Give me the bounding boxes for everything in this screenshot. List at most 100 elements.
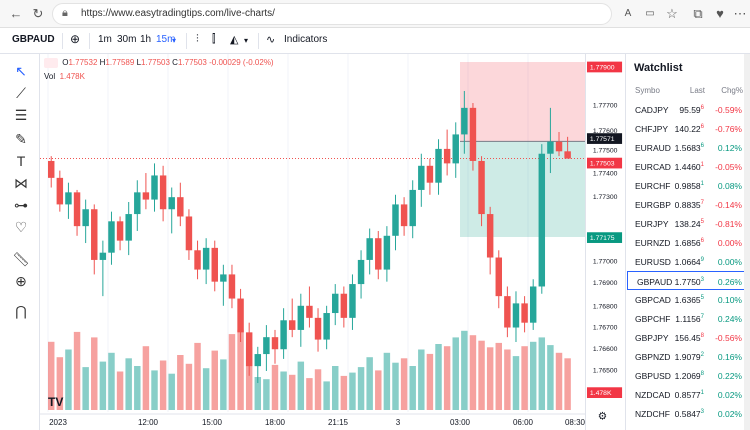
header-symbol[interactable]: Symbo [635,86,660,95]
price-chart[interactable]: 2023 12:00 15:00 18:00 21:15 3 03:00 06:00 08:30… [40,54,585,430]
volume-bar [116,371,124,410]
row-last: 1.90792 [674,352,704,362]
text-icon[interactable]: T [16,153,26,169]
watchlist-row[interactable]: GBPJPY 156.458 -0.56% [626,328,748,347]
watchlist-row[interactable]: GBPNZD 1.90792 0.16% [626,347,748,366]
row-symbol: GBPCAD [635,295,671,305]
fib-retracement-icon[interactable]: ☰ [14,107,28,123]
watchlist-row[interactable]: GBPUSD 1.20698 0.22% [626,366,748,385]
volume-bar [99,361,107,410]
interval-15m[interactable]: 15m [156,34,176,45]
watchlist-row[interactable]: GBPCAD 1.63655 0.10% [626,290,748,309]
brush-icon[interactable]: ✎ [15,131,27,147]
volume-bar [512,356,520,410]
price-tag-label: 1.478K [590,390,612,397]
indicators-icon[interactable]: ∿ [266,34,276,46]
watchlist-row[interactable]: GBPAUD 1.77503 0.26% [627,271,749,290]
row-last: 0.88357 [674,200,704,210]
header-last[interactable]: Last [689,86,705,95]
price-label: 1.76800 [593,303,618,310]
bar-style-icon[interactable]: ⫶ [196,33,199,45]
watchlist-row[interactable]: EURCHF 0.98581 0.08% [626,176,748,195]
volume-bar [366,357,373,410]
chevron-down-icon[interactable]: ▾ [244,36,249,45]
interval-1m[interactable]: 1m [98,34,112,45]
refresh-icon[interactable]: ↻ [32,6,44,21]
magnet-icon[interactable]: ⋂ [15,303,27,319]
collections-icon[interactable]: ⧉ [693,6,703,21]
candle-body [314,317,322,340]
candle-body [461,107,468,135]
candle-body [478,160,485,215]
row-change: -0.05% [715,162,742,172]
header-chg[interactable]: Chg% [721,86,743,95]
watchlist-row[interactable]: EURGBP 0.88357 -0.14% [626,195,748,214]
heart-icon[interactable]: ♥ [716,6,724,21]
favorite-icon[interactable]: ☆ [666,6,678,21]
watchlist-row[interactable]: EURUSD 1.06649 0.00% [626,252,748,271]
candle-body [564,151,571,159]
volume-bar [323,381,330,410]
watchlist-row[interactable]: NZDCAD 0.85771 0.02% [626,385,748,404]
watchlist-row[interactable]: CADJPY 95.596 -0.59% [626,100,748,119]
volume-bar [495,342,502,410]
heart-icon[interactable]: ♡ [14,219,28,235]
back-icon[interactable]: ← [9,6,23,21]
volume-bar [280,371,287,410]
watchlist-row[interactable]: EURCAD 1.44601 -0.05% [626,157,748,176]
pattern-icon[interactable]: ⋈ [14,175,28,191]
ruler-icon[interactable]: 📏︎ [12,251,30,267]
interval-30m[interactable]: 30m [117,34,137,45]
watchlist-row[interactable]: NZDCHF 0.58473 0.02% [626,404,748,423]
row-last: 140.226 [674,124,704,134]
indicators-button[interactable]: Indicators [284,34,328,45]
row-change: -0.59% [715,105,742,115]
tradingview-logo: TV [48,395,63,409]
browser-bar: ← ↻ 🔒︎ https://www.easytradingtips.com/l… [0,0,750,28]
row-last: 95.596 [679,105,704,115]
row-symbol: CHFJPY [635,124,669,134]
interval-1h[interactable]: 1h [140,34,152,45]
lock-icon: 🔒︎ [62,7,68,19]
area-style-icon[interactable]: ◭ [230,34,239,46]
row-last: 0.85771 [674,390,704,400]
candle-body [56,177,64,205]
watchlist-row[interactable]: GBPCHF 1.11567 0.24% [626,309,748,328]
watchlist-row[interactable]: CHFJPY 140.226 -0.76% [626,119,748,138]
zoom-in-icon[interactable]: ⊕ [15,273,27,289]
symbol-selector[interactable]: GBPAUD [12,34,55,45]
candle-body [263,337,270,355]
price-tag [586,387,623,398]
chevron-down-icon[interactable]: ▾ [172,36,177,45]
cursor-icon[interactable]: ↖ [15,63,27,79]
symbol-badge[interactable] [44,58,58,68]
volume-bar [332,366,339,410]
watchlist-header: Symbo Last Chg% [626,86,750,100]
volume-bar [151,370,158,410]
trend-line-icon[interactable]: ⟋ [16,85,26,101]
read-aloud-icon[interactable]: A [624,8,632,19]
row-last: 1.56836 [674,143,704,153]
menu-icon[interactable]: ⋯ [733,6,747,21]
row-last: 1.20698 [674,371,704,381]
low-value: 1.77503 [141,58,170,68]
settings-icon[interactable]: ⚙ [598,410,608,422]
watchlist-row[interactable]: EURNZD 1.68566 0.00% [626,233,748,252]
candle-body [237,298,244,333]
address-bar[interactable]: 🔒︎ https://www.easytradingtips.com/live-… [52,3,612,25]
candle-body [194,250,201,270]
candle-body [220,274,227,282]
candles-style-icon[interactable]: ⫿ [212,33,216,45]
reader-icon[interactable]: ▭ [645,8,655,19]
watchlist-row[interactable]: EURJPY 138.245 -0.81% [626,214,748,233]
volume-bar [547,345,554,410]
watchlist-row[interactable]: EURAUD 1.56836 0.12% [626,138,748,157]
prediction-icon[interactable]: ⊶ [14,197,28,213]
price-scale[interactable]: 1.77900 1.77700 1.77600 1.77500 1.77400 1.773… [585,54,625,430]
row-symbol: EURCHF [635,181,671,191]
close-label: C [172,58,178,68]
compare-symbol-icon[interactable]: ⊕ [70,32,81,46]
candle-body [357,259,365,285]
row-last-fraction: 6 [700,238,704,245]
scrollbar[interactable] [744,54,750,430]
